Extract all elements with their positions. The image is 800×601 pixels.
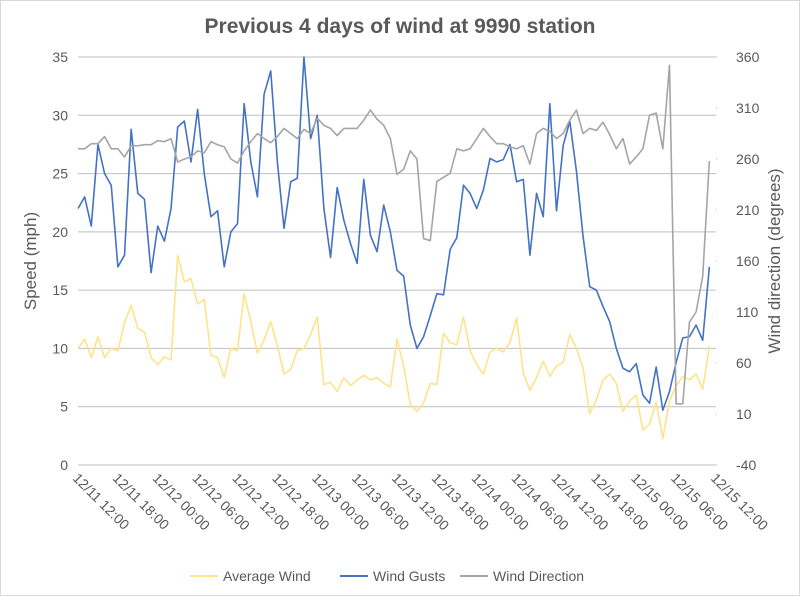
y-tick-label: 15 <box>52 282 68 298</box>
y2-tick-label: 10 <box>736 406 752 422</box>
y2-tick-label: 160 <box>736 253 760 269</box>
y-tick-label: 30 <box>52 107 68 123</box>
y2-tick-label: 360 <box>736 49 760 65</box>
y-tick-label: 25 <box>52 166 68 182</box>
y-tick-label: 10 <box>52 340 68 356</box>
y-tick-label: 5 <box>60 399 68 415</box>
y2-tick-label: 310 <box>736 100 760 116</box>
y-tick-label: 20 <box>52 224 68 240</box>
chart-title: Previous 4 days of wind at 9990 station <box>205 15 596 38</box>
y2-axis-title: Wind direction (degrees) <box>765 168 784 353</box>
legend-label: Average Wind <box>223 568 311 584</box>
y-tick-label: 35 <box>52 49 68 65</box>
y2-tick-label: -40 <box>736 457 756 473</box>
y-tick-label: 0 <box>60 457 68 473</box>
series-line <box>77 254 711 439</box>
y2-tick-label: 110 <box>736 304 759 320</box>
y2-tick-label: 60 <box>736 355 752 371</box>
y-axis-title: Speed (mph) <box>21 212 40 310</box>
y2-tick-label: 210 <box>736 202 760 218</box>
series-line <box>78 64 711 405</box>
legend-label: Wind Direction <box>493 568 584 584</box>
y2-tick-label: 260 <box>736 151 760 167</box>
legend-label: Wind Gusts <box>373 568 445 584</box>
series-line <box>77 56 711 412</box>
